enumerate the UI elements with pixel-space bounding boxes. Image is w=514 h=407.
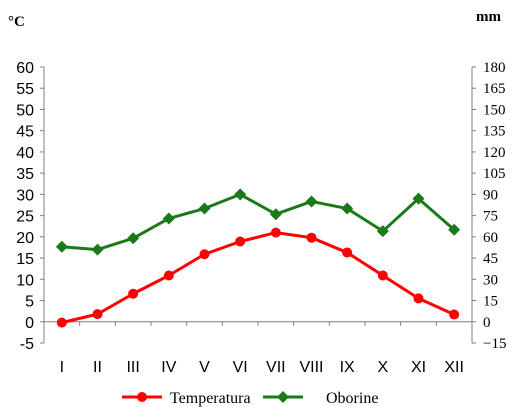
right-tick-label: −15 bbox=[483, 336, 506, 352]
right-tick-label: 90 bbox=[483, 187, 498, 203]
right-tick-label: 45 bbox=[483, 251, 498, 267]
right-tick-label: 30 bbox=[483, 272, 498, 288]
data-point bbox=[163, 270, 174, 281]
x-tick-label: VII bbox=[266, 359, 286, 376]
right-tick-label: 75 bbox=[483, 209, 498, 225]
left-tick-label: 10 bbox=[16, 272, 34, 289]
right-tick-label: 135 bbox=[483, 124, 506, 140]
data-point bbox=[377, 270, 388, 281]
legend: Temperatura Oborine bbox=[122, 390, 378, 407]
x-axis-ticks: I II III IV V VI VII VIII IX X XI XII bbox=[43, 321, 473, 376]
data-point bbox=[413, 293, 424, 304]
data-point bbox=[162, 212, 175, 225]
series-layer bbox=[55, 188, 461, 328]
data-point bbox=[199, 249, 210, 260]
right-tick-label: 120 bbox=[483, 145, 506, 161]
legend-marker bbox=[277, 391, 289, 403]
left-tick-label: 15 bbox=[16, 251, 34, 268]
data-point bbox=[235, 236, 246, 247]
x-tick-label: III bbox=[126, 359, 139, 376]
left-tick-label: 45 bbox=[16, 124, 34, 141]
data-point bbox=[234, 188, 247, 201]
right-tick-label: 0 bbox=[483, 315, 491, 331]
data-point bbox=[56, 317, 67, 328]
legend-marker bbox=[137, 392, 147, 402]
data-point bbox=[448, 223, 461, 236]
left-tick-label: 30 bbox=[16, 187, 34, 204]
left-tick-label: 25 bbox=[16, 209, 34, 226]
series-temperatura bbox=[56, 227, 460, 328]
right-tick-label: 150 bbox=[483, 102, 506, 118]
right-tick-label: 15 bbox=[483, 294, 498, 310]
left-tick-label: 5 bbox=[25, 294, 34, 311]
legend-label: Temperatura bbox=[170, 390, 251, 407]
x-tick-label: XI bbox=[411, 359, 426, 376]
data-point bbox=[305, 195, 318, 208]
right-tick-label: 165 bbox=[483, 81, 506, 97]
left-tick-label: 60 bbox=[16, 60, 34, 77]
data-point bbox=[128, 288, 139, 299]
x-tick-label: I bbox=[60, 359, 64, 376]
series-line bbox=[61, 231, 455, 325]
left-tick-label: 0 bbox=[25, 315, 34, 332]
data-point bbox=[449, 309, 460, 320]
data-point bbox=[92, 309, 103, 320]
data-point bbox=[342, 247, 353, 258]
data-point bbox=[306, 232, 317, 243]
x-tick-label: VI bbox=[233, 359, 248, 376]
x-tick-label: IV bbox=[161, 359, 176, 376]
left-tick-label: 55 bbox=[16, 81, 34, 98]
left-tick-label: 50 bbox=[16, 102, 34, 119]
data-point bbox=[270, 227, 281, 238]
left-tick-label: 35 bbox=[16, 166, 34, 183]
left-tick-label: -5 bbox=[20, 336, 34, 353]
series-line bbox=[61, 192, 456, 252]
data-point bbox=[412, 192, 425, 205]
data-point bbox=[91, 243, 104, 256]
right-tick-label: 60 bbox=[483, 230, 498, 246]
data-point bbox=[55, 240, 68, 253]
data-point bbox=[269, 208, 282, 221]
right-axis-unit: mm bbox=[476, 9, 501, 25]
data-point bbox=[198, 202, 211, 215]
x-tick-label: II bbox=[93, 359, 102, 376]
left-tick-label: 40 bbox=[16, 145, 34, 162]
x-tick-label: VIII bbox=[299, 359, 323, 376]
left-tick-label: 20 bbox=[16, 230, 34, 247]
data-point bbox=[127, 232, 140, 245]
legend-label: Oborine bbox=[326, 390, 378, 407]
x-tick-label: XII bbox=[444, 359, 464, 376]
right-tick-label: 105 bbox=[483, 166, 506, 182]
x-tick-label: X bbox=[377, 359, 388, 376]
data-point bbox=[376, 225, 389, 238]
data-point bbox=[341, 202, 354, 215]
series-oborine bbox=[55, 188, 461, 256]
x-tick-label: V bbox=[199, 359, 210, 376]
left-axis-unit: °C bbox=[8, 14, 25, 30]
right-tick-label: 180 bbox=[483, 60, 506, 76]
x-tick-label: IX bbox=[340, 359, 355, 376]
